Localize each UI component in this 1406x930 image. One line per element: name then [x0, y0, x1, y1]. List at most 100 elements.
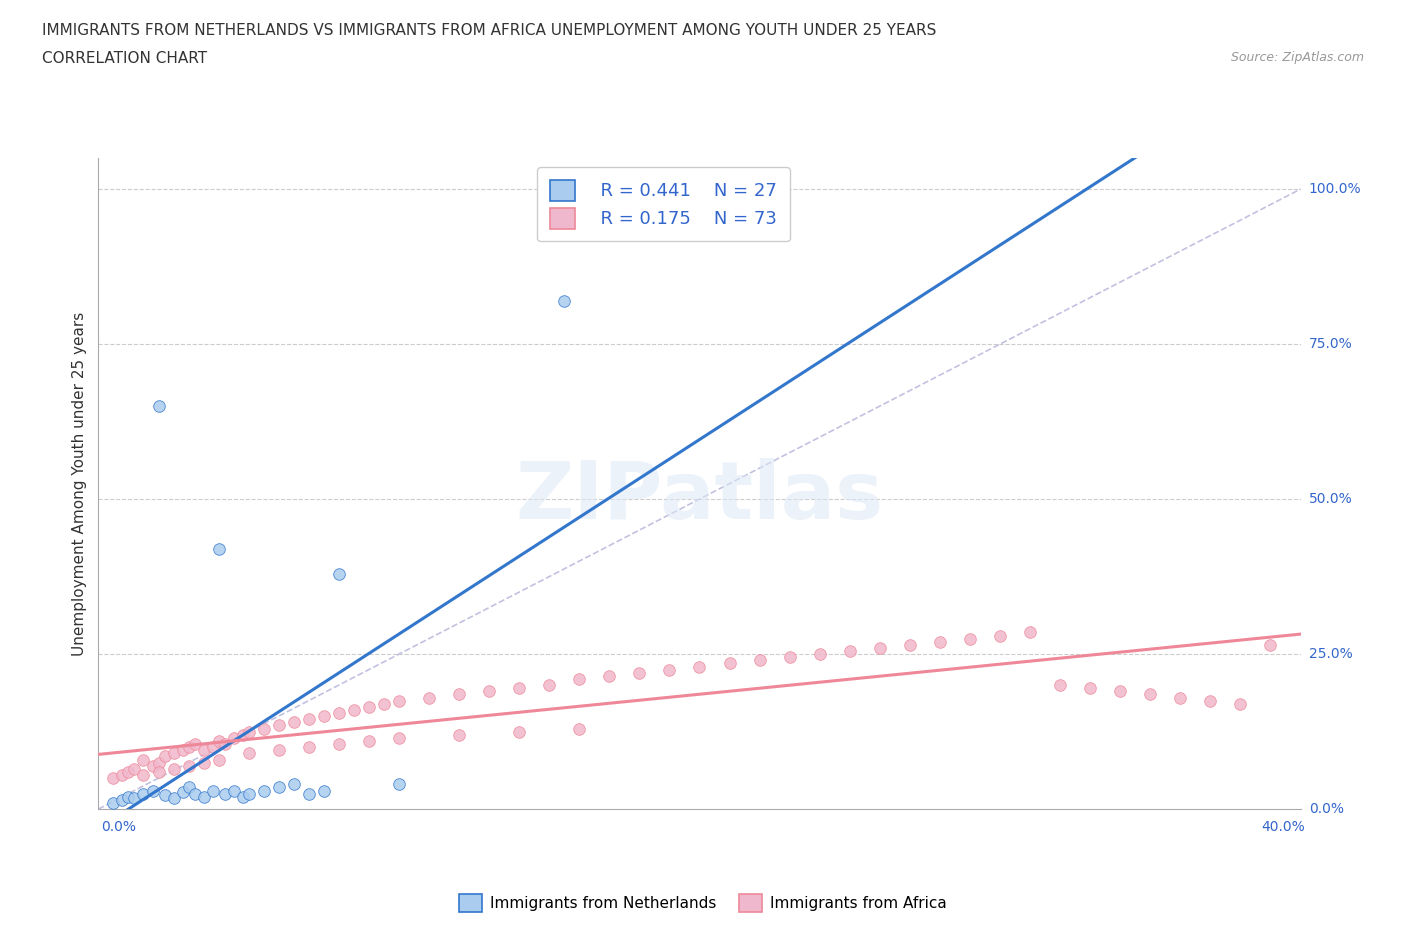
Point — [959, 631, 981, 646]
Point — [162, 790, 184, 805]
Point — [283, 777, 305, 791]
Point — [328, 706, 350, 721]
Point — [508, 724, 530, 739]
Text: IMMIGRANTS FROM NETHERLANDS VS IMMIGRANTS FROM AFRICA UNEMPLOYMENT AMONG YOUTH U: IMMIGRANTS FROM NETHERLANDS VS IMMIGRANT… — [42, 23, 936, 38]
Point — [298, 711, 321, 726]
Point — [111, 792, 134, 807]
Point — [373, 697, 395, 711]
Point — [508, 681, 530, 696]
Point — [214, 786, 236, 801]
Point — [1078, 681, 1101, 696]
Point — [141, 758, 163, 773]
Point — [718, 656, 741, 671]
Text: 100.0%: 100.0% — [1309, 182, 1361, 196]
Point — [898, 637, 921, 652]
Point — [214, 737, 236, 751]
Point — [193, 743, 215, 758]
Point — [838, 644, 860, 658]
Point — [267, 718, 290, 733]
Point — [598, 669, 620, 684]
Point — [172, 784, 194, 799]
Point — [172, 743, 194, 758]
Point — [779, 650, 801, 665]
Point — [357, 699, 380, 714]
Point — [1019, 625, 1042, 640]
Point — [232, 727, 254, 742]
Point — [177, 758, 200, 773]
Point — [148, 399, 170, 414]
Point — [658, 662, 681, 677]
Point — [447, 687, 470, 702]
Point — [253, 721, 276, 736]
Point — [153, 749, 176, 764]
Point — [222, 730, 245, 745]
Point — [193, 755, 215, 770]
Point — [177, 780, 200, 795]
Point — [124, 790, 146, 805]
Legend: Immigrants from Netherlands, Immigrants from Africa: Immigrants from Netherlands, Immigrants … — [453, 888, 953, 918]
Point — [328, 566, 350, 581]
Point — [447, 727, 470, 742]
Point — [177, 739, 200, 754]
Point — [312, 783, 335, 798]
Point — [1260, 637, 1282, 652]
Point — [568, 721, 591, 736]
Text: 25.0%: 25.0% — [1309, 647, 1353, 661]
Point — [388, 777, 411, 791]
Text: 50.0%: 50.0% — [1309, 492, 1353, 506]
Point — [478, 684, 501, 698]
Point — [1049, 678, 1071, 693]
Point — [117, 764, 139, 779]
Point — [988, 628, 1011, 643]
Point — [808, 646, 831, 661]
Point — [183, 737, 205, 751]
Point — [929, 634, 952, 649]
Point — [193, 790, 215, 804]
Point — [1170, 690, 1192, 705]
Point — [357, 734, 380, 749]
Point — [568, 671, 591, 686]
Point — [201, 739, 224, 754]
Text: 40.0%: 40.0% — [1261, 820, 1305, 834]
Point — [103, 771, 125, 786]
Point — [103, 795, 125, 810]
Y-axis label: Unemployment Among Youth under 25 years: Unemployment Among Youth under 25 years — [72, 312, 87, 656]
Point — [869, 641, 891, 656]
Point — [267, 743, 290, 758]
Point — [232, 790, 254, 804]
Point — [124, 762, 146, 777]
Point — [748, 653, 770, 668]
Text: ZIPatlas: ZIPatlas — [516, 458, 883, 536]
Legend:   R = 0.441    N = 27,   R = 0.175    N = 73: R = 0.441 N = 27, R = 0.175 N = 73 — [537, 167, 790, 242]
Point — [1109, 684, 1132, 698]
Point — [418, 690, 440, 705]
Point — [132, 752, 155, 767]
Point — [162, 762, 184, 777]
Point — [222, 783, 245, 798]
Text: 0.0%: 0.0% — [1309, 802, 1344, 817]
Point — [132, 767, 155, 782]
Point — [298, 739, 321, 754]
Point — [312, 709, 335, 724]
Point — [343, 702, 366, 717]
Point — [208, 734, 231, 749]
Point — [253, 783, 276, 798]
Point — [132, 786, 155, 801]
Point — [553, 293, 575, 308]
Point — [388, 730, 411, 745]
Point — [328, 737, 350, 751]
Point — [538, 678, 561, 693]
Point — [238, 786, 260, 801]
Text: CORRELATION CHART: CORRELATION CHART — [42, 51, 207, 66]
Text: 0.0%: 0.0% — [101, 820, 136, 834]
Point — [141, 783, 163, 798]
Point — [1199, 693, 1222, 708]
Point — [201, 783, 224, 798]
Point — [238, 746, 260, 761]
Text: Source: ZipAtlas.com: Source: ZipAtlas.com — [1230, 51, 1364, 64]
Point — [117, 790, 139, 804]
Point — [628, 665, 651, 680]
Point — [111, 767, 134, 782]
Text: 75.0%: 75.0% — [1309, 337, 1353, 352]
Point — [148, 764, 170, 779]
